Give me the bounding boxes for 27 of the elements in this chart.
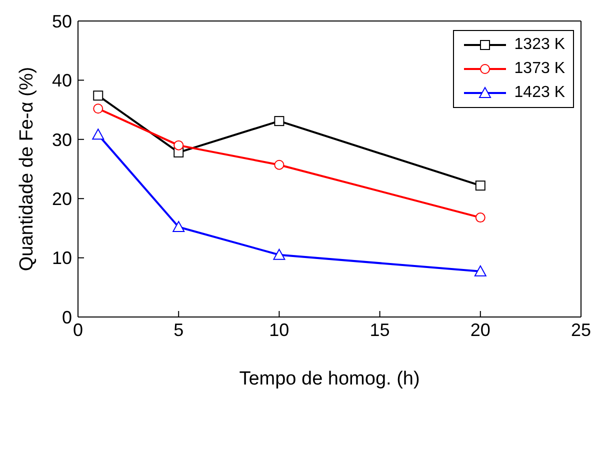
y-tick-label: 20 [52, 188, 72, 209]
y-tick-label: 50 [52, 11, 72, 32]
point [273, 248, 286, 260]
point [93, 104, 104, 114]
y-axis-title: Quantidade de Fe-α (%) [16, 66, 38, 272]
point [174, 140, 184, 150]
x-tick-label: 20 [470, 320, 490, 340]
y-tick-label: 40 [52, 70, 72, 91]
point [475, 212, 486, 223]
x-tick-label: 5 [174, 320, 184, 340]
point [93, 90, 104, 101]
point [92, 128, 104, 140]
legend-label: 1423 K [514, 84, 565, 102]
x-tick-label: 15 [370, 320, 390, 340]
x-tick-label: 25 [570, 320, 592, 340]
point [474, 265, 486, 276]
y-tick-label: 0 [62, 307, 72, 328]
x-axis-title: Tempo de homog. (h) [239, 368, 420, 390]
point [172, 221, 185, 232]
legend-label: 1373 K [514, 60, 565, 78]
legend-label: 1323 K [514, 36, 565, 54]
point [475, 180, 486, 191]
y-tick-label: 30 [52, 130, 72, 150]
x-tick-label: 10 [269, 320, 290, 340]
point [274, 160, 284, 170]
point [274, 116, 284, 126]
y-tick-label: 10 [52, 248, 72, 268]
